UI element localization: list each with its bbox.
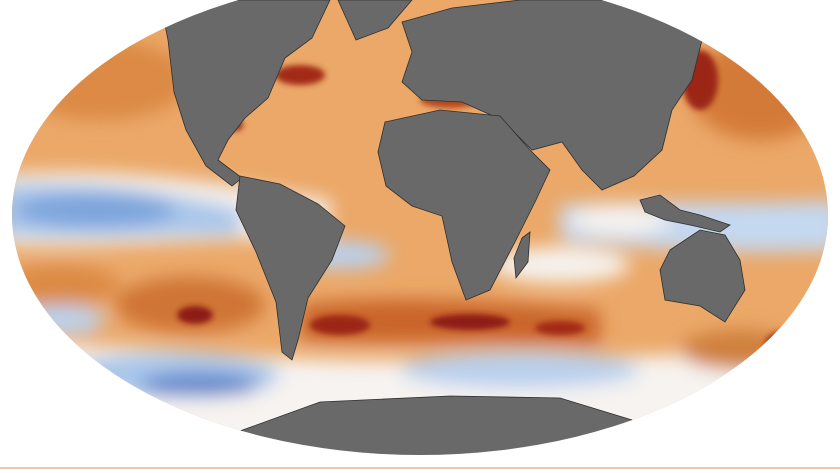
indonesia: [639, 194, 731, 233]
antarctica: [214, 395, 653, 455]
south-america: [235, 175, 346, 361]
north-america: [159, 0, 331, 187]
australia: [659, 229, 746, 323]
africa: [377, 109, 551, 301]
eurasia: [401, 0, 703, 191]
madagascar: [513, 231, 531, 280]
greenland: [337, 0, 413, 41]
continents: [159, 0, 746, 455]
